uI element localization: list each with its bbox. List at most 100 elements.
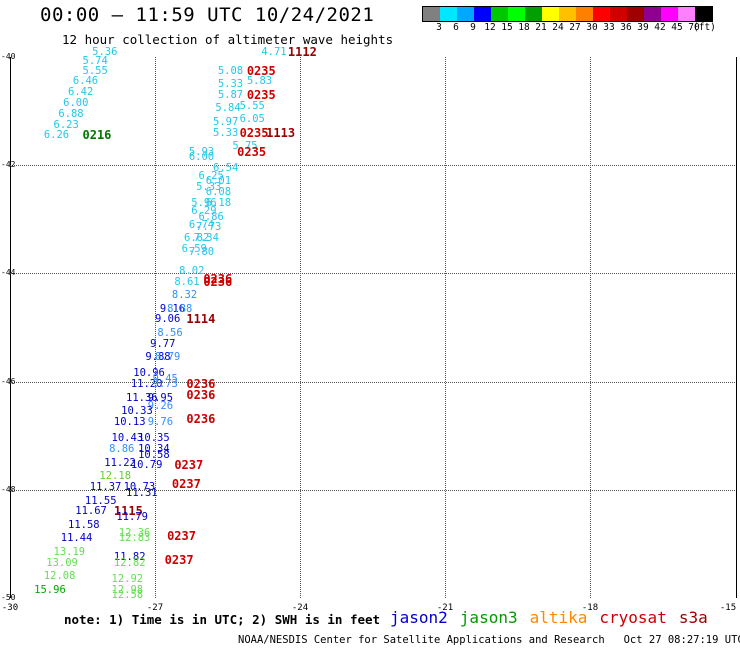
map-frame [10,57,737,598]
page-subtitle: 12 hour collection of altimeter wave hei… [62,32,394,47]
wave-height-value: 12.08 [43,570,76,583]
wave-height-value: 6.82 [184,232,210,245]
wave-height-value: 9.06 [155,313,181,326]
latitude-label: -42 [1,160,16,170]
legend-label: 6 [453,22,459,33]
wave-height-value: 9.73 [152,378,178,391]
satellite-jason3: jason3 [459,608,518,627]
wave-height-value: 6.00 [188,151,215,164]
legend-swatch [576,7,593,21]
wave-height-value: 11.44 [60,532,93,545]
wave-height-value: 5.55 [82,64,108,77]
wave-height-value: 5.84 [215,102,241,115]
pass-time-label: 0216 [82,128,112,143]
wave-height-value: 6.59 [181,243,207,256]
legend-label: 36 [620,22,632,33]
wave-height-value: 15.96 [34,583,66,596]
legend-swatch [661,7,678,21]
legend-label: 30 [586,22,598,33]
wave-height-value: 11.36 [126,391,158,404]
page-title: 00:00 – 11:59 UTC 10/24/2021 [40,4,375,26]
wave-height-value: 5.87 [217,88,244,101]
wave-height-value: 5.83 [246,75,273,88]
legend-swatch [474,7,491,21]
legend-swatch [423,7,440,21]
legend-label: 45 [671,22,683,33]
legend-label: (ft) [693,22,716,33]
wave-height-value: 8.79 [155,351,181,364]
meridian-line [300,57,301,598]
wave-height-value: 5.97 [213,115,239,128]
parallel-line [10,273,735,275]
pass-time-label: 0235 [246,63,276,78]
pass-time-label: 0237 [164,553,194,568]
latitude-label: -50 [1,593,16,602]
wave-height-value: 6.86 [198,210,224,223]
parallel-line [10,489,735,491]
wave-height-value: 5.33 [213,126,239,139]
satellite-legend: jason2 jason3 altika cryosat s3a [390,608,720,627]
wave-height-value: 8.56 [157,326,183,339]
wave-height-value: 5.33 [217,78,244,91]
wave-height-value: 8.88 [167,302,193,315]
wave-height-value: 6.29 [191,205,217,218]
latitude-label: -44 [1,268,16,278]
legend-swatch [644,7,661,21]
pass-time-label: 0237 [174,458,204,473]
pass-time-label: 0235 [239,125,269,140]
wave-height-value: 13.19 [53,546,86,558]
wave-height-value: 6.00 [63,96,89,109]
wave-height-value: 4.71 [261,45,287,58]
footnote: note: 1) Time is in UTC; 2) SWH is in fe… [64,612,381,627]
wave-height-value: 9.95 [147,391,174,404]
wave-height-value: 7.34 [193,232,219,245]
wave-height-value: 5.33 [196,180,222,193]
wave-height-value: 10.35 [138,432,170,445]
wave-height-value: 6.42 [68,86,94,99]
satellite-altika: altika [529,608,588,627]
wave-height-value: 10.96 [133,367,165,380]
wave-height-value: 10.34 [138,443,170,456]
pass-time-label: 0236 [186,388,216,403]
wave-height-value: 9.16 [159,302,186,315]
satellite-s3a: s3a [678,608,708,627]
meridian-line [155,57,156,598]
wave-height-value: 5.08 [217,64,244,77]
pass-time-label: 0236 [203,271,233,286]
wave-height-value: 7.80 [188,245,215,258]
wave-height-value: 12.18 [99,470,132,483]
legend-swatch [525,7,542,21]
legend-swatch [542,7,559,21]
satellite-jason2: jason2 [390,608,448,627]
wave-height-value: 6.26 [43,129,70,142]
wave-height-value: 11.58 [68,518,100,531]
pass-time-label: 0235 [237,144,267,159]
latitude-label: -46 [1,376,16,386]
wave-height-value: 9.26 [147,399,174,412]
legend-swatch [678,7,695,21]
pass-time-label: 0237 [167,528,196,543]
legend-swatch [491,7,508,21]
legend-label: 3 [436,22,442,33]
wave-height-value: 10.79 [130,459,163,472]
pass-time-label: 1115 [113,504,143,519]
legend-label: 42 [654,22,666,33]
wave-height-value: 11.22 [104,456,136,469]
wave-height-value: 11.67 [75,505,107,518]
legend-label: 39 [637,22,649,33]
parallel-line [10,165,735,167]
wave-height-value: 11.31 [126,486,158,499]
longitude-label: -15 [719,603,737,613]
legend-swatch [593,7,610,21]
legend-label: 21 [535,22,547,33]
wave-height-value: 6.46 [72,75,99,88]
wave-height-value: 10.73 [123,481,156,494]
wave-height-value: 13.09 [46,556,78,569]
legend-swatch [610,7,627,21]
wave-height-value: 6.01 [205,175,232,188]
wave-height-value: 6.88 [58,107,84,120]
wave-height-value: 5.93 [188,145,215,158]
satellite-cryosat: cryosat [599,608,667,627]
wave-height-value: 12.58 [111,589,144,602]
wave-height-value: 9.76 [147,416,174,429]
